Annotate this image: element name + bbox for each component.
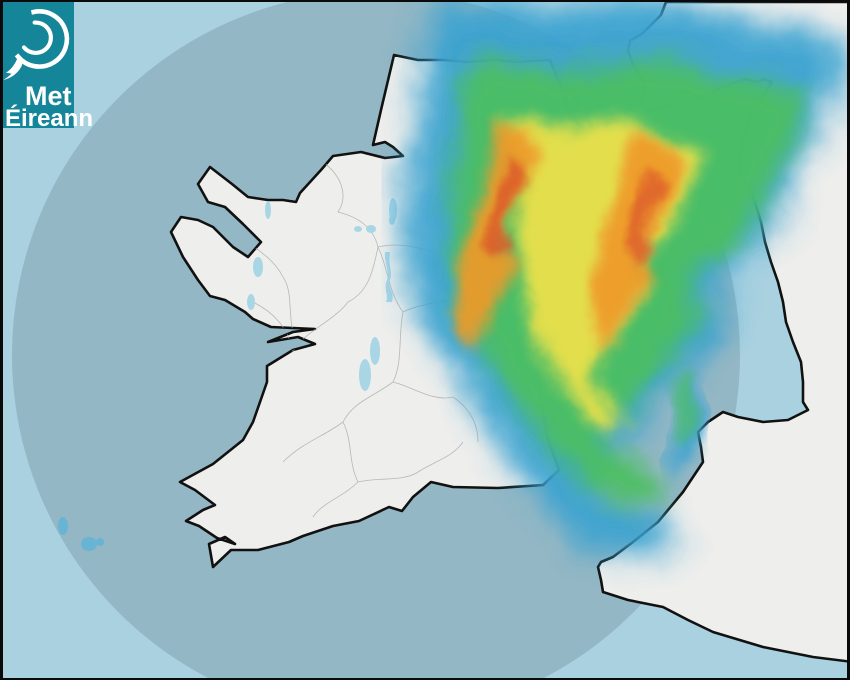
svg-text:Éireann: Éireann (5, 104, 93, 132)
